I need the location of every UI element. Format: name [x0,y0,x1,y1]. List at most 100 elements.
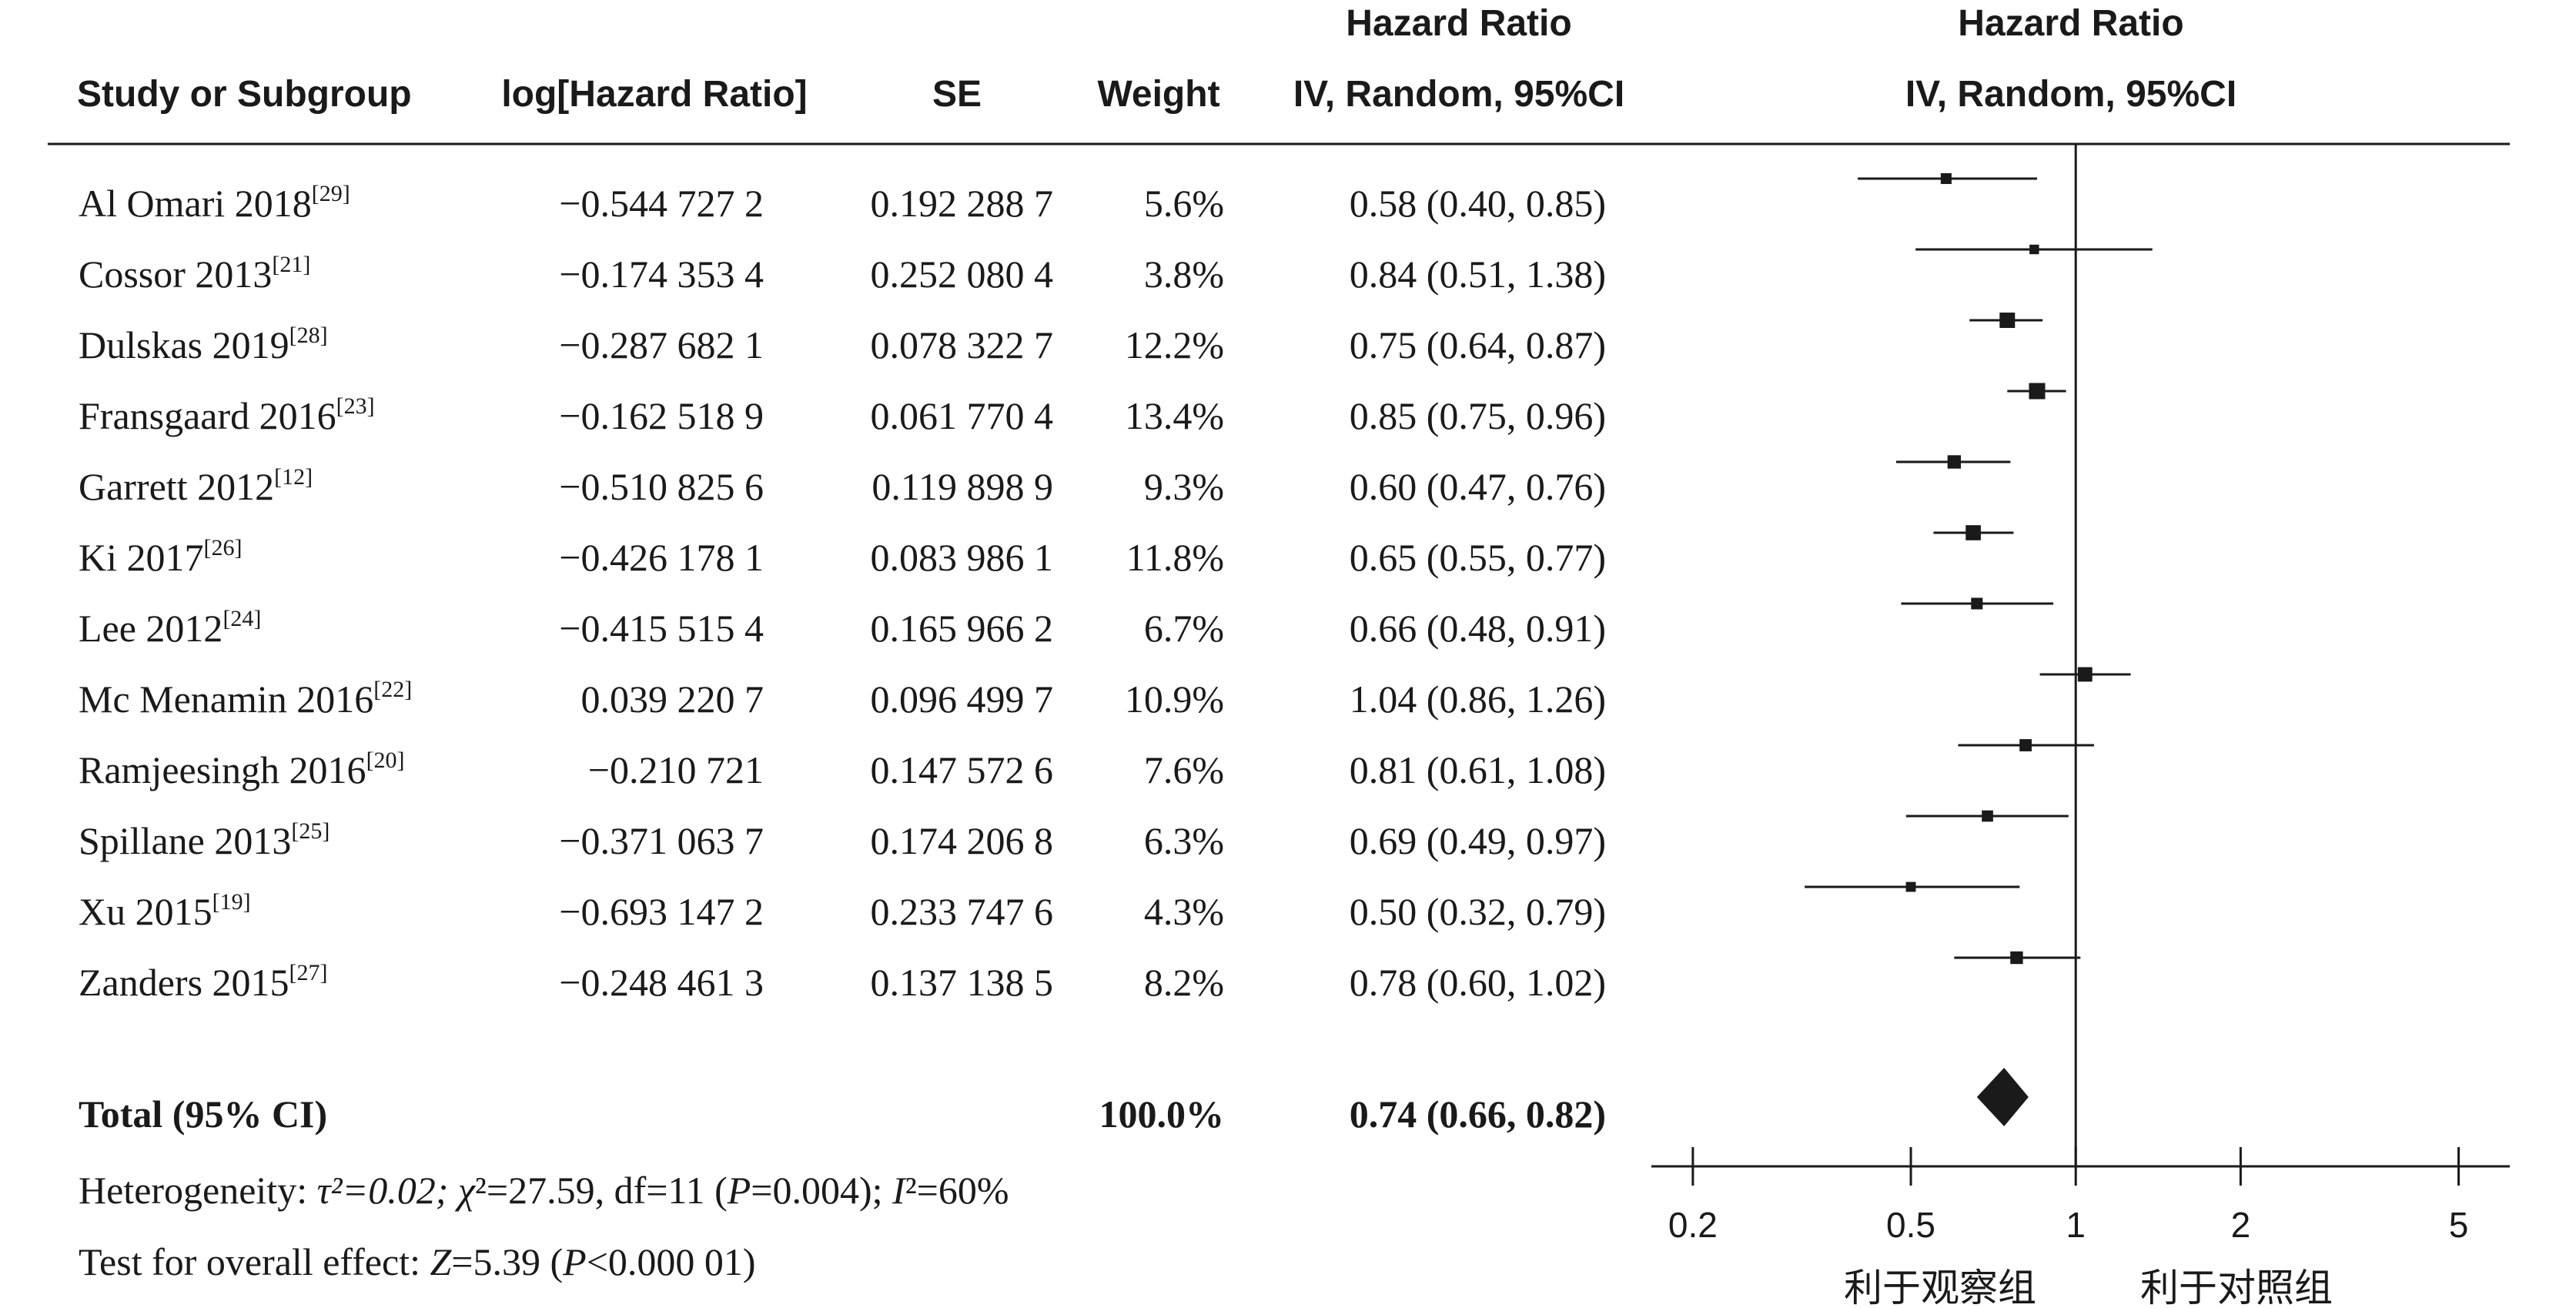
point-estimate-square [1982,810,1993,822]
weight-value: 12.2% [1125,323,1224,366]
weight-value: 6.7% [1144,607,1224,650]
x-tick-label: 1 [2066,1205,2086,1245]
favor-right-label: 利于对照组 [2140,1266,2333,1308]
study-label: Ramjeesingh 2016 [79,748,366,791]
weight-value: 9.3% [1144,465,1224,508]
study-label: Mc Menamin 2016 [79,677,373,721]
study-name: Cossor 2013[21] [79,252,310,296]
header-se: SE [932,74,982,115]
point-estimate-square [2029,383,2046,400]
se-value: 0.096 499 7 [871,677,1054,721]
study-label: Ki 2017 [79,536,204,579]
se-value: 0.137 138 5 [871,961,1054,1004]
hr-ci-value: 0.58 (0.40, 0.85) [1350,182,1606,225]
study-ref: [24] [222,606,261,631]
weight-value: 7.6% [1144,748,1224,791]
point-estimate-square [1999,313,2016,328]
study-name: Ramjeesingh 2016[20] [79,748,405,791]
loghr-value: −0.510 825 6 [559,465,764,508]
header-study: Study or Subgroup [77,74,412,115]
hr-ci-value: 0.85 (0.75, 0.96) [1350,394,1606,437]
study-ref: [23] [336,393,375,419]
loghr-value: −0.162 518 9 [559,394,764,437]
se-value: 0.174 206 8 [871,819,1054,862]
hr-ci-value: 0.84 (0.51, 1.38) [1350,253,1606,296]
total-weight: 100.0% [1099,1092,1225,1136]
se-value: 0.119 898 9 [871,465,1053,508]
point-estimate-square [2019,739,2032,751]
point-estimate-square [2010,951,2023,965]
study-label: Cossor 2013 [79,253,272,296]
point-estimate-square [2029,244,2039,255]
point-estimate-square [1905,881,1916,892]
loghr-value: −0.287 682 1 [559,323,764,366]
header-plot-top: Hazard Ratio [1958,3,2183,44]
study-name: Fransgaard 2016[23] [79,393,375,437]
study-ref: [19] [212,889,251,915]
overall-effect-text: Test for overall effect: Z=5.39 (P<0.000… [79,1240,756,1283]
weight-value: 5.6% [1144,182,1224,225]
hr-ci-value: 0.81 (0.61, 1.08) [1350,748,1606,791]
study-ref: [26] [204,535,243,560]
heterogeneity-text: Heterogeneity: τ²=0.02; χ²=27.59, df=11 … [79,1169,1009,1212]
study-name: Dulskas 2019[28] [79,323,328,366]
study-name: Zanders 2015[27] [79,960,328,1004]
se-value: 0.233 747 6 [871,890,1054,933]
x-tick-label: 0.2 [1668,1205,1718,1245]
loghr-value: −0.210 721 [588,748,764,791]
total-label: Total (95% CI) [79,1092,327,1136]
weight-value: 4.3% [1144,890,1224,933]
header-hr-bottom: IV, Random, 95%CI [1293,74,1624,115]
hr-ci-value: 0.69 (0.49, 0.97) [1350,819,1606,862]
weight-value: 6.3% [1144,819,1224,862]
plot-area [1805,144,2153,1166]
hr-ci-value: 0.65 (0.55, 0.77) [1350,536,1606,579]
study-label: Zanders 2015 [79,961,289,1004]
x-tick-label: 2 [2231,1205,2251,1245]
study-name: Lee 2012[24] [79,606,261,650]
se-value: 0.165 966 2 [871,607,1054,650]
x-tick-label: 5 [2449,1205,2469,1245]
study-ref: [27] [289,960,328,985]
point-estimate-square [1971,597,1983,610]
se-value: 0.078 322 7 [871,323,1054,366]
point-estimate-square [2077,667,2093,682]
x-tick-label: 0.5 [1886,1205,1935,1245]
total-diamond [1976,1068,2029,1126]
se-value: 0.083 986 1 [871,536,1054,579]
hr-ci-value: 0.50 (0.32, 0.79) [1350,890,1606,933]
header-hr-top: Hazard Ratio [1346,3,1571,44]
study-label: Dulskas 2019 [79,323,289,366]
weight-value: 10.9% [1125,677,1224,721]
se-value: 0.061 770 4 [871,394,1054,437]
header-weight: Weight [1097,74,1219,115]
loghr-value: −0.371 063 7 [559,819,764,862]
hr-ci-value: 0.78 (0.60, 1.02) [1350,961,1606,1004]
study-ref: [20] [366,748,405,773]
header-loghr: log[Hazard Ratio] [501,74,807,115]
study-ref: [21] [272,252,310,277]
study-label: Fransgaard 2016 [79,394,336,437]
point-estimate-square [1940,172,1952,185]
study-ref: [12] [274,464,313,490]
loghr-value: −0.426 178 1 [559,536,764,579]
point-estimate-square [1965,525,1981,540]
weight-value: 3.8% [1144,253,1224,296]
loghr-value: 0.039 220 7 [581,677,764,721]
hr-ci-value: 0.60 (0.47, 0.76) [1350,465,1606,508]
point-estimate-square [1947,455,1962,469]
study-ref: [28] [289,323,328,348]
loghr-value: −0.544 727 2 [559,182,764,225]
se-value: 0.192 288 7 [871,182,1054,225]
hr-ci-value: 1.04 (0.86, 1.26) [1350,677,1606,721]
x-axis: 0.2 0.5 1 2 5 [1651,1147,2510,1245]
header-plot-bottom: IV, Random, 95%CI [1905,74,2236,115]
weight-value: 13.4% [1125,394,1224,437]
study-name: Al Omari 2018[29] [79,181,350,225]
study-name: Ki 2017[26] [79,535,242,579]
study-name: Mc Menamin 2016[22] [79,677,412,721]
study-name: Garrett 2012[12] [79,464,313,508]
loghr-value: −0.415 515 4 [559,607,764,650]
study-label: Lee 2012 [79,607,222,650]
